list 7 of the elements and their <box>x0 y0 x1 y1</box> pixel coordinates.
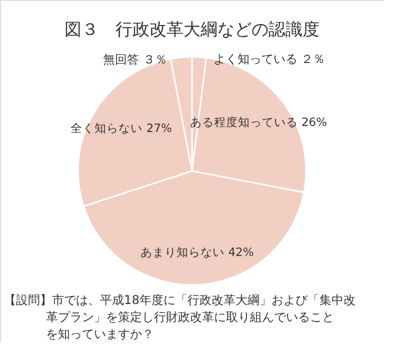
slice-label: 全く知らない 27% <box>70 121 172 136</box>
slice-label: あまり知らない 42% <box>140 244 254 259</box>
slice-label: よく知っている ２％ <box>213 52 326 66</box>
slice-label: ある程度知っている 26% <box>190 114 328 129</box>
text: 【設問】市では、平成18年度に「行政改革大綱」および「集中改革プラン」を策定し行財政改革に取り組んでいることを知っていますか？ <box>4 293 356 341</box>
chart-title: 図３ 行政改革大綱などの認識度 <box>64 20 320 40</box>
slice-label: 無回答 ３％ <box>103 52 167 67</box>
